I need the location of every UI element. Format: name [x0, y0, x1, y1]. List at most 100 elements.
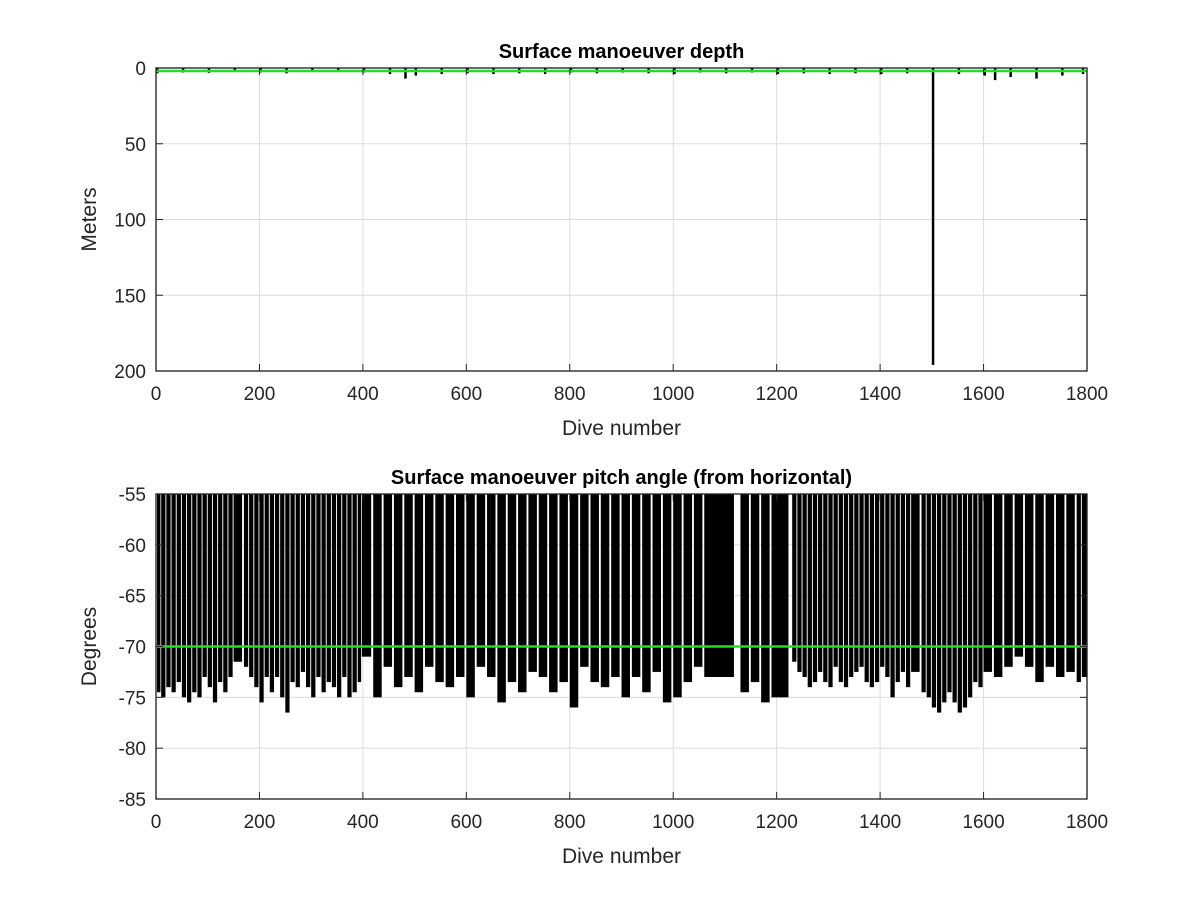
depth-y-axis-label: Meters	[78, 187, 101, 251]
pitch-bar	[704, 494, 734, 677]
pitch-bar	[1076, 494, 1081, 683]
pitch-y-tick-label: -80	[119, 739, 146, 760]
pitch-bar	[569, 494, 579, 708]
pitch-bar	[962, 494, 968, 708]
pitch-bar	[869, 494, 875, 688]
pitch-bar	[931, 494, 937, 708]
pitch-bar	[233, 494, 243, 662]
pitch-bar	[161, 494, 166, 698]
pitch-bar	[1081, 494, 1087, 677]
pitch-bar	[673, 494, 682, 698]
pitch-bar	[957, 494, 962, 713]
pitch-x-tick-label: 1800	[1066, 812, 1108, 833]
pitch-bar	[750, 494, 760, 683]
pitch-bar	[683, 494, 693, 683]
depth-y-tick-label: 50	[125, 135, 146, 156]
pitch-bar	[947, 494, 952, 693]
pitch-bar	[455, 494, 465, 677]
pitch-bar	[662, 494, 672, 703]
pitch-bar	[895, 494, 900, 683]
pitch-bar	[264, 494, 269, 677]
depth-y-tick-label: 150	[114, 286, 146, 307]
pitch-bar	[849, 494, 854, 677]
pitch-bar	[300, 494, 306, 672]
pitch-bar	[171, 494, 176, 693]
depth-x-tick-label: 1000	[652, 384, 694, 405]
pitch-bar	[1035, 494, 1044, 683]
depth-x-tick-label: 0	[151, 384, 162, 405]
pitch-bar	[445, 494, 455, 688]
pitch-bar	[331, 494, 337, 688]
pitch-chart-panel: 0 200 400 600 800 1000 1200 1400 1600 1800 -55 -60 -…	[78, 467, 1108, 868]
pitch-bar	[373, 494, 382, 698]
depth-x-tick-label: 1600	[962, 384, 1004, 405]
pitch-bar	[807, 494, 812, 688]
pitch-bar	[978, 494, 983, 688]
pitch-bar	[937, 494, 942, 713]
pitch-y-tick-label: -60	[119, 536, 146, 557]
pitch-bar	[249, 494, 254, 677]
pitch-bar	[693, 494, 703, 667]
pitch-bar	[254, 494, 259, 688]
pitch-bar	[218, 494, 223, 683]
pitch-bar	[911, 494, 920, 672]
pitch-bar	[642, 494, 651, 693]
pitch-bar	[812, 494, 818, 683]
pitch-y-tick-label: -65	[119, 587, 146, 608]
pitch-x-tick-label: 200	[244, 812, 276, 833]
pitch-bar	[466, 494, 475, 698]
depth-bar	[1009, 68, 1012, 78]
pitch-bar	[176, 494, 181, 683]
pitch-bar	[305, 494, 311, 688]
pitch-bar	[202, 494, 207, 677]
pitch-bar	[280, 494, 285, 698]
pitch-y-tick-label: -75	[119, 688, 146, 709]
pitch-bar	[740, 494, 749, 693]
pitch-y-axis-label: Degrees	[78, 607, 101, 686]
depth-chart-panel: 0 200 400 600 800 1000 1200 1400 1600 18000501001…	[78, 41, 1108, 440]
pitch-x-tick-label: 1400	[859, 812, 901, 833]
pitch-bar	[290, 494, 295, 683]
depth-x-tick-label: 800	[554, 384, 586, 405]
pitch-bar	[243, 494, 249, 667]
depth-y-tick-label: 200	[114, 362, 146, 383]
pitch-bar	[818, 494, 823, 672]
pitch-bar	[326, 494, 331, 683]
pitch-x-tick-label: 1000	[652, 812, 694, 833]
depth-x-tick-label: 1200	[756, 384, 798, 405]
depth-x-tick-label: 1400	[859, 384, 901, 405]
pitch-bar	[316, 494, 321, 677]
depth-x-tick-label: 600	[450, 384, 482, 405]
depth-x-tick-label: 1800	[1066, 384, 1108, 405]
pitch-bar	[487, 494, 496, 677]
pitch-bar	[1014, 494, 1024, 657]
pitch-bar	[259, 494, 264, 703]
pitch-bar	[880, 494, 885, 667]
pitch-bar	[900, 494, 906, 672]
pitch-bar	[621, 494, 630, 698]
pitch-bar	[952, 494, 957, 703]
pitch-bar	[792, 494, 797, 662]
pitch-bar	[590, 494, 599, 683]
pitch-bar	[885, 494, 890, 677]
pitch-bar	[549, 494, 558, 693]
pitch-bar	[187, 494, 192, 703]
pitch-bar	[414, 494, 424, 693]
pitch-bar	[1055, 494, 1065, 677]
pitch-bar	[580, 494, 589, 667]
pitch-bar	[347, 494, 352, 698]
pitch-bar	[828, 494, 833, 688]
pitch-bar	[497, 494, 506, 703]
pitch-bar	[631, 494, 641, 677]
pitch-bar	[611, 494, 620, 677]
pitch-bar	[435, 494, 444, 683]
pitch-y-tick-label: -55	[119, 485, 146, 506]
pitch-bar	[507, 494, 517, 683]
depth-x-tick-label: 400	[347, 384, 379, 405]
pitch-bar	[843, 494, 849, 688]
pitch-bar	[652, 494, 662, 672]
pitch-bar	[905, 494, 911, 688]
pitch-bar	[1045, 494, 1055, 667]
pitch-bar	[311, 494, 316, 698]
